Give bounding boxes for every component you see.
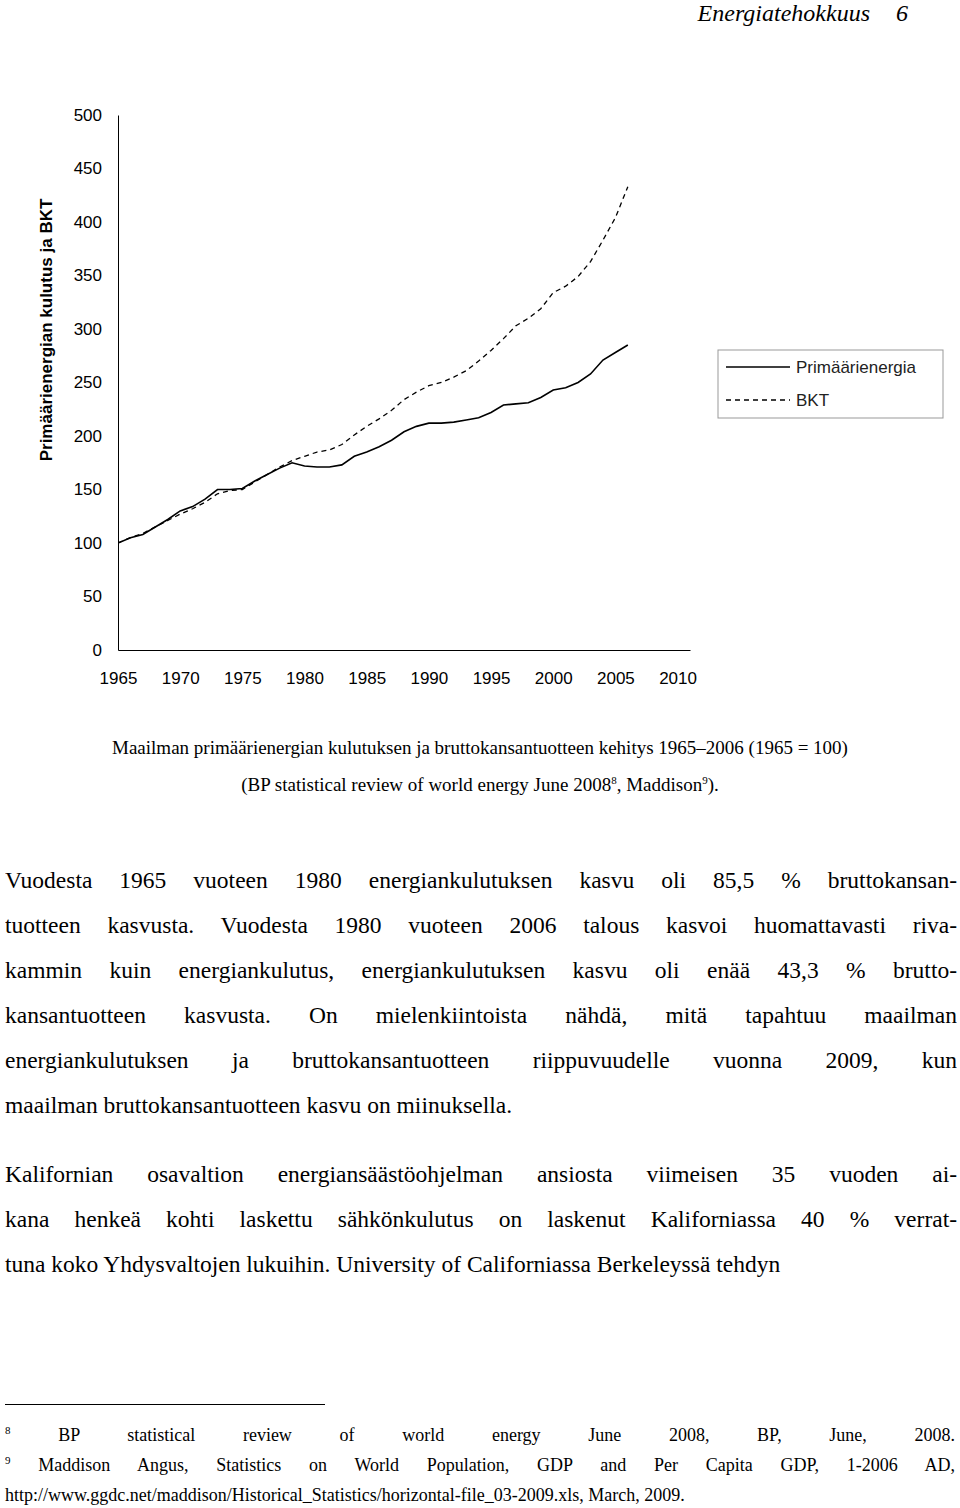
footnote-rule [5,1404,325,1405]
y-tick-label: 250 [74,373,102,392]
y-tick: 150 [74,480,118,499]
series-line [118,187,628,543]
paragraph-line: kansantuotteen kasvusta. On mielenkiinto… [5,993,957,1038]
y-tick-label: 150 [74,480,102,499]
paragraph-line: kammin kuin energiankulutus, energiankul… [5,948,957,993]
header-title: Energiatehokkuus [698,0,870,26]
caption-text: ). [708,774,719,795]
x-tick: 2005 [597,650,635,688]
paragraph-line: tuotteen kasvusta. Vuodesta 1980 vuoteen… [5,903,957,948]
y-tick-label: 50 [83,587,102,606]
x-tick-label: 1985 [348,669,386,688]
x-tick: 2010 [659,650,697,688]
footnote-text: Maddison Angus, Statistics on World Popu… [38,1455,955,1475]
footnote-text: BP statistical review of world energy Ju… [58,1425,955,1445]
x-tick: 2000 [535,650,573,688]
legend-label: Primäärienergia [796,358,917,377]
y-tick: 200 [74,427,118,446]
paragraph-line: Vuodesta 1965 vuoteen 1980 energiankulut… [5,858,957,903]
legend-swatch [726,399,790,401]
y-tick: 100 [74,534,118,553]
y-tick: 500 [74,106,118,125]
y-tick: 300 [74,320,118,339]
x-tick: 1990 [410,650,448,688]
x-tick: 1985 [348,650,386,688]
footnote-ref: 9 [702,774,708,786]
page-number: 6 [896,0,908,26]
x-tick: 1975 [224,650,262,688]
x-tick: 1995 [473,650,511,688]
paragraph-line: tuna koko Yhdysvaltojen lukuihin. Univer… [5,1242,957,1287]
legend-swatch [726,366,790,368]
plot-lines [118,187,628,543]
x-tick-label: 1990 [410,669,448,688]
footnote-line: http://www.ggdc.net/maddison/Historical_… [5,1480,955,1508]
x-tick-label: 2010 [659,669,697,688]
y-axis-line [118,116,119,651]
footnote-line: 9 Maddison Angus, Statistics on World Po… [5,1450,955,1480]
paragraph-line: Kalifornian osavaltion energiansäästöohj… [5,1152,957,1197]
chart: 0501001502002503003504004505001965197019… [0,0,960,720]
y-axis-title: Primäärienergian kulutus ja BKT [37,198,56,461]
y-axis: 0 50 100 150 200 250 300 350 400 450 500 [74,106,119,660]
y-tick: 450 [74,159,118,178]
x-tick: 1980 [286,650,324,688]
footnote-line: 8 BP statistical review of world energy … [5,1420,955,1450]
footnote-number: 9 [5,1454,11,1466]
caption-text: (BP statistical review of world energy J… [241,774,611,795]
x-tick-label: 2000 [535,669,573,688]
legend: Primäärienergia BKT [718,350,943,418]
caption-source: (BP statistical review of world energy J… [0,767,960,803]
x-axis-line [119,650,691,651]
y-tick: 250 [74,373,118,392]
x-tick-label: 1965 [100,669,138,688]
y-tick: 0 [93,641,118,660]
footnote-text: http://www.ggdc.net/maddison/Historical_… [5,1485,685,1505]
y-tick: 350 [74,266,118,285]
y-tick-label: 200 [74,427,102,446]
caption-text: , Maddison [617,774,703,795]
y-tick-label: 500 [74,106,102,125]
x-tick-label: 1995 [473,669,511,688]
x-axis: 1965 1970 1975 1980 1985 1990 1995 2000 2005 2010 [100,650,697,688]
paragraph-line: maailman bruttokansantuotteen kasvu on m… [5,1083,957,1128]
page-header: Energiatehokkuus 6 [698,0,908,27]
x-tick-label: 1980 [286,669,324,688]
caption-line: Maailman primäärienergian kulutuksen ja … [0,730,960,766]
y-tick-label: 450 [74,159,102,178]
legend-label: BKT [796,391,829,410]
x-tick: 1965 [100,650,138,688]
x-tick-label: 1975 [224,669,262,688]
y-tick: 400 [74,213,118,232]
y-tick-label: 350 [74,266,102,285]
x-tick: 1970 [162,650,200,688]
x-tick-label: 2005 [597,669,635,688]
y-tick-label: 400 [74,213,102,232]
legend-box [718,350,943,418]
paragraph-line: energiankulutuksen ja bruttokansantuotte… [5,1038,957,1083]
series-line [118,345,628,543]
y-tick-label: 0 [93,641,102,660]
y-tick: 50 [83,587,118,606]
footnote-ref: 8 [611,774,617,786]
paragraph-line: kana henkeä kohti laskettu sähkönkulutus… [5,1197,957,1242]
y-tick-label: 300 [74,320,102,339]
y-tick-label: 100 [74,534,102,553]
footnote-number: 8 [5,1424,11,1436]
x-tick-label: 1970 [162,669,200,688]
